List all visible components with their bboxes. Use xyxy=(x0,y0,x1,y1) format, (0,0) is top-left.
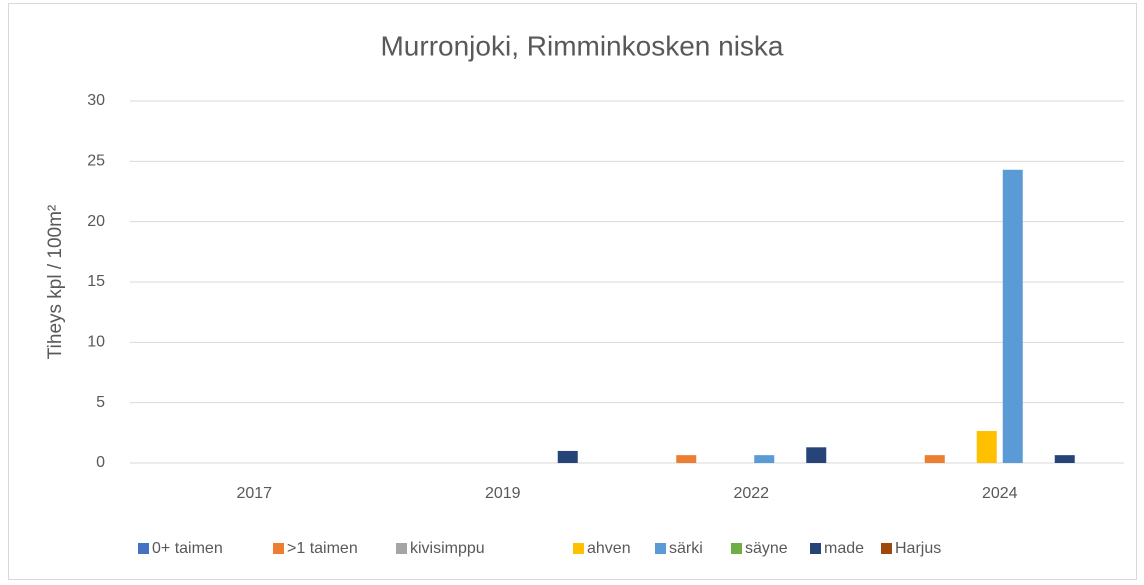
legend-label: >1 taimen xyxy=(287,540,358,557)
legend-label: särki xyxy=(669,540,703,557)
y-tick-label: 15 xyxy=(87,273,105,290)
x-tick-label: 2019 xyxy=(485,485,521,502)
y-tick-label: 30 xyxy=(87,92,105,109)
legend-swatch xyxy=(573,543,584,554)
legend-swatch xyxy=(731,543,742,554)
legend-swatch xyxy=(138,543,149,554)
chart-border xyxy=(8,3,1137,580)
legend-label: Harjus xyxy=(895,540,941,557)
chart-title: Murronjoki, Rimminkosken niska xyxy=(380,30,783,61)
legend-swatch xyxy=(273,543,284,554)
legend-label: 0+ taimen xyxy=(152,540,223,557)
bar xyxy=(806,447,827,463)
y-tick-label: 20 xyxy=(87,213,105,230)
legend-label: made xyxy=(824,540,864,557)
bar xyxy=(557,450,578,463)
legend-swatch xyxy=(881,543,892,554)
y-tick-label: 0 xyxy=(96,454,105,471)
legend-swatch xyxy=(810,543,821,554)
y-tick-label: 10 xyxy=(87,334,105,351)
bar xyxy=(1054,455,1075,463)
bar xyxy=(976,431,997,463)
legend-label: ahven xyxy=(587,540,631,557)
y-axis-label: Tiheys kpl / 100m² xyxy=(45,205,66,360)
bar xyxy=(924,455,945,463)
legend-swatch xyxy=(655,543,666,554)
x-tick-label: 2017 xyxy=(236,485,272,502)
y-tick-label: 25 xyxy=(87,153,105,170)
x-tick-label: 2022 xyxy=(733,485,769,502)
legend-swatch xyxy=(396,543,407,554)
bar xyxy=(1002,169,1023,463)
bar xyxy=(754,455,775,463)
legend-label: säyne xyxy=(745,540,788,557)
bar xyxy=(676,455,697,463)
y-tick-label: 5 xyxy=(96,394,105,411)
x-tick-label: 2024 xyxy=(982,485,1018,502)
legend-label: kivisimppu xyxy=(410,540,485,557)
